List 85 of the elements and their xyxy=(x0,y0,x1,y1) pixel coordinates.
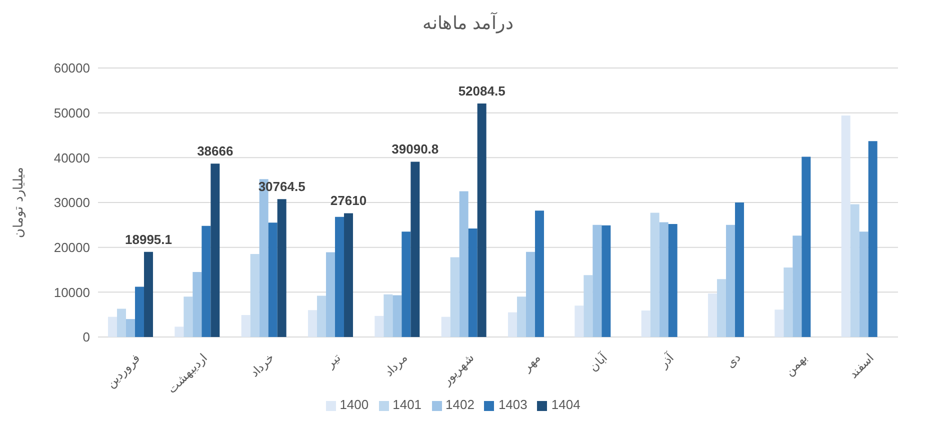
x-tick-label: تیر xyxy=(322,350,344,372)
bar xyxy=(374,316,384,337)
bar xyxy=(344,213,353,337)
bar xyxy=(602,225,611,337)
data-label: 39090.8 xyxy=(392,142,439,157)
y-tick-label: 40000 xyxy=(54,150,90,166)
bar xyxy=(450,257,460,337)
bar xyxy=(441,316,450,337)
x-tick-label: بهمن xyxy=(782,350,810,378)
bar xyxy=(126,319,135,337)
data-label: 27610 xyxy=(330,193,367,208)
bar xyxy=(241,315,250,337)
bar xyxy=(210,164,220,337)
bar xyxy=(708,294,717,337)
bar xyxy=(735,202,744,337)
bar xyxy=(335,216,344,337)
x-tick-label: فروردین xyxy=(104,350,144,390)
bar xyxy=(641,310,650,337)
x-tick-label: آبان xyxy=(586,349,610,374)
bar xyxy=(774,310,784,337)
data-label: 52084.5 xyxy=(458,83,506,98)
bar xyxy=(868,141,878,337)
bar xyxy=(468,228,478,337)
bar xyxy=(850,204,860,337)
legend-label: 1401 xyxy=(392,397,422,412)
y-tick-label: 10000 xyxy=(54,284,90,300)
bar xyxy=(202,226,211,337)
bar xyxy=(592,224,602,337)
bar xyxy=(584,275,593,337)
y-tick-label: 20000 xyxy=(54,240,90,255)
data-label: 30764.5 xyxy=(258,179,306,194)
y-axis-title: میلیارد تومان xyxy=(10,167,27,238)
bar xyxy=(144,252,153,337)
bar xyxy=(108,316,117,337)
x-tick-label: دی xyxy=(723,350,744,371)
bar xyxy=(174,326,184,337)
bar xyxy=(717,279,726,337)
y-tick-label: 50000 xyxy=(54,105,90,120)
bar xyxy=(250,254,260,337)
data-label: 38666 xyxy=(197,144,234,159)
x-tick-label: خرداد xyxy=(247,350,276,380)
x-tick-label: اردیبهشت xyxy=(164,350,210,396)
bar xyxy=(802,156,811,337)
x-tick-label: آذر xyxy=(655,349,678,372)
bar xyxy=(192,272,202,337)
bar xyxy=(535,210,544,337)
legend-label: 1404 xyxy=(551,397,580,412)
legend-label: 1402 xyxy=(446,397,474,412)
legend-label: 1403 xyxy=(498,397,528,412)
bar xyxy=(326,252,335,337)
legend-label: 1400 xyxy=(340,397,369,412)
x-tick-label: اسفند xyxy=(846,350,876,382)
bar xyxy=(477,103,486,337)
bar xyxy=(784,268,793,337)
bar xyxy=(726,224,735,337)
bar xyxy=(410,162,420,337)
bar xyxy=(792,236,802,337)
bar xyxy=(268,222,278,337)
data-label: 18995.1 xyxy=(125,232,172,247)
x-tick-label: مرداد xyxy=(381,350,410,380)
bar xyxy=(574,306,584,337)
bar xyxy=(508,312,517,337)
bar xyxy=(392,295,402,337)
bar xyxy=(117,308,126,337)
bar xyxy=(135,286,144,337)
bar xyxy=(184,296,193,337)
bar xyxy=(402,232,411,337)
bar xyxy=(308,310,317,337)
bar xyxy=(277,199,286,337)
y-tick-label: 60000 xyxy=(54,60,90,76)
x-tick-label: مهر xyxy=(519,350,544,375)
y-tick-label: 30000 xyxy=(54,195,90,210)
bar xyxy=(526,252,535,337)
bar xyxy=(841,116,850,337)
bar xyxy=(384,294,393,337)
y-tick-label: 0 xyxy=(82,330,90,345)
bar xyxy=(650,212,660,337)
bar xyxy=(668,224,678,337)
bar xyxy=(517,296,526,337)
bar xyxy=(317,296,326,337)
bar xyxy=(659,222,668,337)
chart-title: درآمد ماهانه xyxy=(421,11,514,36)
x-tick-label: شهریور xyxy=(438,350,476,388)
bar xyxy=(859,232,868,337)
bar xyxy=(459,191,468,337)
